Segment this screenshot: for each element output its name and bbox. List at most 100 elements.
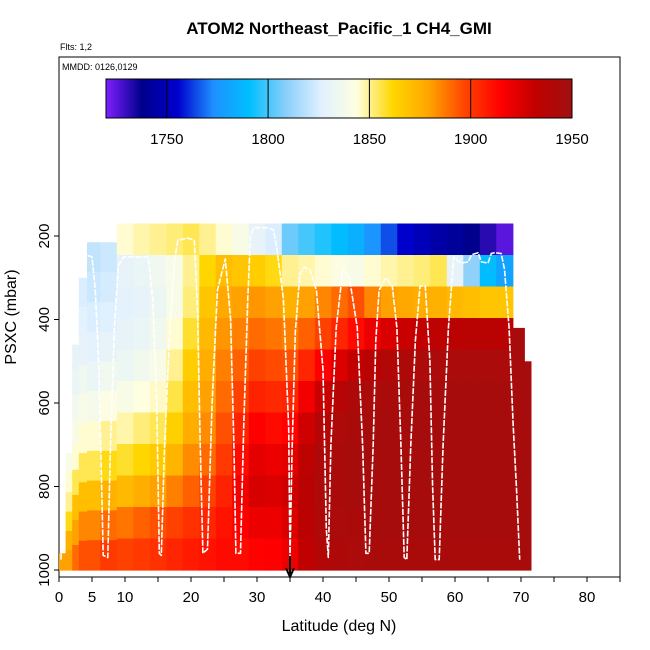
heatmap-cell (265, 412, 283, 445)
heatmap-cell (380, 223, 398, 256)
heatmap-cell (364, 507, 382, 540)
heatmap-cell (116, 412, 134, 445)
heatmap-cell (380, 381, 398, 414)
heatmap-cell (182, 538, 200, 571)
heatmap-cell (149, 318, 167, 351)
heatmap-cell (182, 349, 200, 382)
heatmap-cell (248, 381, 266, 414)
heatmap-cell (413, 507, 431, 540)
heatmap-cell (314, 475, 332, 508)
heatmap-cell (215, 223, 233, 256)
heatmap-cell (347, 286, 365, 319)
heatmap-cell (248, 318, 266, 351)
x-tick-label: 40 (315, 589, 332, 606)
heatmap-cell (430, 444, 448, 477)
heatmap-cell (281, 255, 299, 288)
heatmap-cell (215, 318, 233, 351)
heatmap-cell (281, 444, 299, 477)
heatmap-cell (496, 538, 514, 571)
heatmap-cell (116, 381, 134, 414)
heatmap-cell (512, 466, 525, 502)
heatmap-cell (512, 397, 525, 433)
heatmap-cell (430, 318, 448, 351)
y-tick-label: 400 (36, 307, 53, 332)
heatmap-cell (65, 531, 73, 552)
x-tick-label: 50 (381, 589, 398, 606)
heatmap-cell (380, 412, 398, 445)
heatmap-cell (87, 361, 101, 392)
heatmap-cell (182, 255, 200, 288)
heatmap-cell (298, 412, 316, 445)
heatmap-cell (133, 381, 151, 414)
heatmap-cell (479, 412, 497, 445)
x-tick-label: 60 (447, 589, 464, 606)
heatmap-cell (397, 318, 415, 351)
heatmap-cell (397, 538, 415, 571)
heatmap-cell (397, 444, 415, 477)
heatmap-cell (298, 538, 316, 571)
heatmap-cell (463, 286, 481, 319)
colorbar-tick-label: 1900 (454, 131, 487, 148)
heatmap-cell (72, 369, 80, 396)
heatmap-cell (65, 511, 73, 532)
heatmap-cell (149, 286, 167, 319)
heatmap-cell (314, 412, 332, 445)
heatmap-cell (100, 421, 118, 452)
heatmap-cell (298, 507, 316, 540)
heatmap-cell (72, 469, 80, 496)
heatmap-cell (281, 381, 299, 414)
heatmap-cell (463, 318, 481, 351)
heatmap-cell (298, 318, 316, 351)
heatmap-cell (100, 272, 118, 303)
heatmap-cell (248, 223, 266, 256)
heatmap-cell (133, 318, 151, 351)
heatmap-cell (265, 286, 283, 319)
heatmap-cell (331, 223, 349, 256)
heatmap-cell (265, 475, 283, 508)
heatmap-cell (364, 349, 382, 382)
heatmap-cell (463, 507, 481, 540)
heatmap-cell (248, 475, 266, 508)
heatmap-cell (347, 255, 365, 288)
heatmap-cell (496, 381, 514, 414)
heatmap-cell (331, 538, 349, 571)
x-axis-label: Latitude (deg N) (282, 618, 397, 635)
heatmap-cell (430, 286, 448, 319)
heatmap-cell (446, 286, 464, 319)
heatmap-cell (116, 444, 134, 477)
heatmap-cell (397, 381, 415, 414)
heatmap-cell (133, 412, 151, 445)
heatmap-cell (413, 286, 431, 319)
heatmap-cell (413, 412, 431, 445)
heatmap-cell (397, 475, 415, 508)
heatmap-cell (265, 444, 283, 477)
heatmap-cell (397, 255, 415, 288)
heatmap-cell (72, 394, 80, 421)
heatmap-cell (496, 318, 514, 351)
heatmap-cell (479, 286, 497, 319)
heatmap-cell (364, 223, 382, 256)
heatmap-cell (149, 349, 167, 382)
heatmap-cell (87, 301, 101, 333)
heatmap-cell (265, 318, 283, 351)
heatmap-cell (248, 538, 266, 571)
heatmap-cell (331, 444, 349, 477)
heatmap-cell (78, 482, 88, 513)
heatmap-cell (248, 444, 266, 477)
heatmap-cell (116, 349, 134, 382)
x-tick-label: 80 (579, 589, 596, 606)
heatmap-cell (72, 344, 80, 371)
heatmap-cell (65, 453, 73, 474)
heatmap-cell (149, 381, 167, 414)
heatmap-cell (347, 381, 365, 414)
heatmap-cell (314, 444, 332, 477)
heatmap-cell (215, 412, 233, 445)
heatmap-cell (182, 412, 200, 445)
heatmap-cell (446, 475, 464, 508)
heatmap-cell (87, 480, 101, 511)
heatmap-cell (397, 286, 415, 319)
heatmap-cell (116, 223, 134, 256)
heatmap-cell (199, 349, 217, 382)
heatmap-cell (430, 475, 448, 508)
heatmap-cell (524, 465, 532, 519)
